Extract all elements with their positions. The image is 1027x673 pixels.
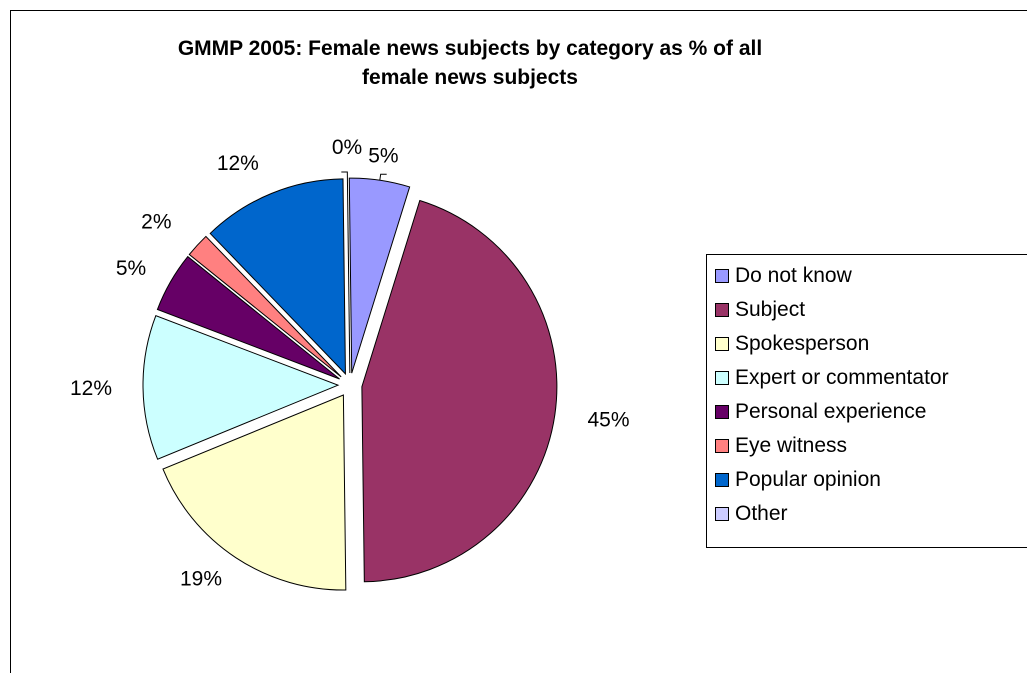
legend-swatch xyxy=(715,439,729,453)
chart-title-line-1: GMMP 2005: Female news subjects by categ… xyxy=(177,37,763,60)
pie-slice-personal-experience xyxy=(156,255,340,380)
legend-item-spokesperson: Spokesperson xyxy=(707,327,1027,361)
pie-slice-expert-or-commentator xyxy=(142,315,340,460)
legend-label: Personal experience xyxy=(735,400,927,423)
legend-label: Other xyxy=(735,502,788,525)
legend-label: Spokesperson xyxy=(735,332,870,355)
legend-swatch xyxy=(715,269,729,283)
chart-title: GMMP 2005: Female news subjects by categ… xyxy=(120,34,820,92)
legend-label: Eye witness xyxy=(735,434,848,457)
legend-item-do-not-know: Do not know xyxy=(707,259,1027,293)
legend-swatch xyxy=(715,303,729,317)
leader-line-other xyxy=(341,171,348,179)
leader-line-do-not-know xyxy=(379,173,387,181)
legend-item-eye-witness: Eye witness xyxy=(707,429,1027,463)
legend: Do not know Subject Spokesperson Expert … xyxy=(706,254,1027,548)
chart-title-line-2: female news subjects xyxy=(362,66,578,89)
chart-area xyxy=(10,10,1027,673)
legend-label: Popular opinion xyxy=(735,468,881,491)
data-label-popular-opinion: 12% xyxy=(217,152,259,175)
legend-item-popular-opinion: Popular opinion xyxy=(707,463,1027,497)
legend-label: Subject xyxy=(735,298,806,321)
legend-swatch xyxy=(715,473,729,487)
data-label-do-not-know: 5% xyxy=(368,144,398,167)
legend-swatch xyxy=(715,371,729,385)
data-label-expert-or-commentator: 12% xyxy=(70,377,112,400)
legend-label: Expert or commentator xyxy=(735,366,949,389)
legend-swatch xyxy=(715,405,729,419)
data-label-spokesperson: 19% xyxy=(180,568,222,591)
pie-slice-other xyxy=(346,178,351,374)
legend-swatch xyxy=(715,507,729,521)
legend-item-expert-or-commentator: Expert or commentator xyxy=(707,361,1027,395)
pie-slice-eye-witness xyxy=(188,235,342,378)
pie-slice-subject xyxy=(361,199,558,583)
legend-item-subject: Subject xyxy=(707,293,1027,327)
legend-item-other: Other xyxy=(707,497,1027,531)
data-label-subject: 45% xyxy=(587,409,629,432)
legend-swatch xyxy=(715,337,729,351)
pie-slice-spokesperson xyxy=(162,394,347,591)
legend-item-personal-experience: Personal experience xyxy=(707,395,1027,429)
data-label-eye-witness: 2% xyxy=(141,211,171,234)
data-label-personal-experience: 5% xyxy=(116,257,146,280)
pie-slice-popular-opinion xyxy=(209,178,346,376)
legend-label: Do not know xyxy=(735,264,852,287)
data-label-other: 0% xyxy=(332,136,362,159)
